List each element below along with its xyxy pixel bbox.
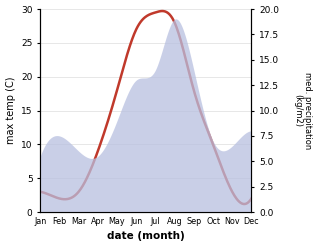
X-axis label: date (month): date (month) — [107, 231, 185, 242]
Y-axis label: max temp (C): max temp (C) — [5, 77, 16, 144]
Y-axis label: med. precipitation
(kg/m2): med. precipitation (kg/m2) — [293, 72, 313, 149]
